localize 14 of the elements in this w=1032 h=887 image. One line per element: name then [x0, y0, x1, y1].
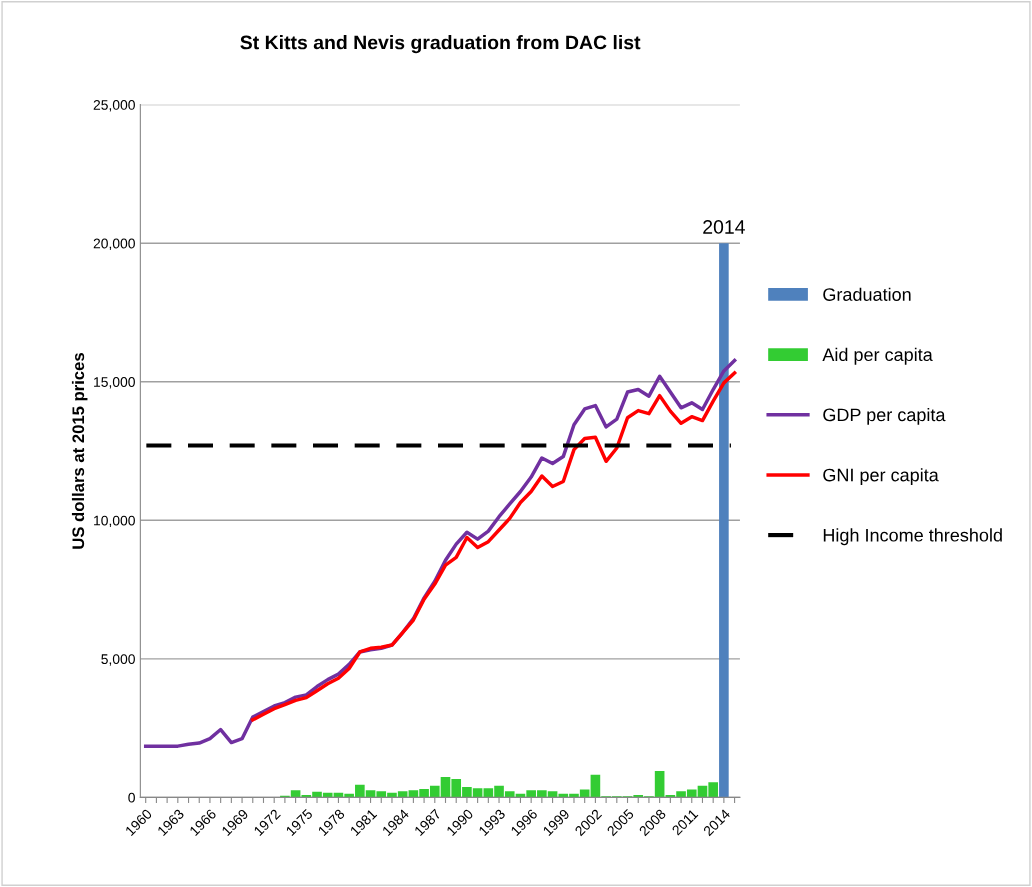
y-tick-label: 20,000 [93, 238, 135, 251]
annotation: 2014 [703, 220, 745, 234]
legend-label: GNI per capita [823, 468, 939, 485]
legend-label: Graduation [823, 287, 911, 301]
y-tick-label: 5,000 [101, 654, 135, 666]
legend-label: High Income threshold [823, 528, 1002, 546]
chart-title: St Kitts and Nevis graduation from DAC list [240, 35, 641, 54]
legend-label: GDP per capita [823, 407, 946, 425]
y-tick-label: 25,000 [93, 100, 135, 112]
y-tick-label: 15,000 [94, 377, 135, 389]
y-tick-label: 10,000 [94, 515, 135, 528]
y-tick-label: 0 [128, 792, 135, 803]
legend-label: Aid per capita [822, 347, 933, 365]
y-axis-title: US dollars at 2015 prices [71, 353, 88, 549]
